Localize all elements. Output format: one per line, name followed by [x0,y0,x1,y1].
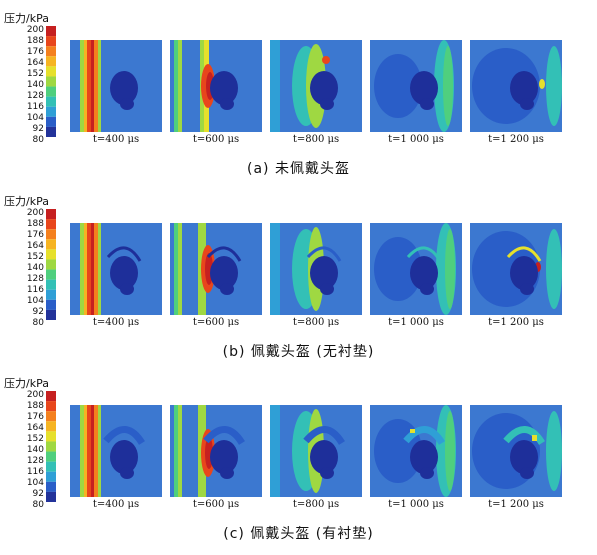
scale-tick: 188 [26,401,44,411]
scale-title: 压力/kPa [4,195,49,208]
row-c: 压力/kPa 200 188 176 164 152 140 128 116 1… [0,375,597,555]
scale-tick: 92 [32,489,44,499]
scale-tick: 152 [26,434,44,444]
scale-tick: 80 [32,500,44,510]
scale-tick: 128 [26,91,44,101]
sim-panel-1000 [370,405,462,497]
scale-tick: 104 [26,478,44,488]
row-b: 压力/kPa 200 188 176 164 152 140 128 116 1… [0,193,597,373]
scale-tick: 164 [26,58,44,68]
sim-panel-400 [70,405,162,497]
scale-tick: 80 [32,318,44,328]
time-label: t=1 000 μs [388,499,444,510]
row-a: 压力/kPa 200 188 176 164 152 140 128 116 1… [0,10,597,190]
pressure-colorbar [46,391,56,502]
scale-tick: 152 [26,69,44,79]
sim-panel-800 [270,223,362,315]
scale-tick: 176 [26,230,44,240]
time-label: t=400 μs [92,499,140,510]
row-caption: (c) 佩戴头盔 (有衬垫) [223,526,374,542]
scale-title: 压力/kPa [4,377,49,390]
time-label: t=1 200 μs [488,317,544,328]
scale-tick: 104 [26,113,44,123]
scale-tick: 200 [26,390,44,400]
sim-panel-600 [170,405,262,497]
scale-tick: 116 [26,467,44,477]
sim-panel-1000 [370,40,462,132]
sim-panel-1200 [470,40,562,132]
row-caption: (b) 佩戴头盔 (无衬垫) [222,344,375,360]
sim-panel-800 [270,405,362,497]
sim-panel-800 [270,40,362,132]
scale-tick: 140 [26,80,44,90]
time-label: t=1 000 μs [388,134,444,145]
scale-tick: 200 [26,208,44,218]
scale-tick: 128 [26,274,44,284]
pressure-colorbar [46,209,56,320]
scale-tick: 104 [26,296,44,306]
sim-panel-1000 [370,223,462,315]
sim-panel-1200 [470,223,562,315]
scale-tick: 80 [32,135,44,145]
time-label: t=1 200 μs [488,499,544,510]
sim-panel-1200 [470,405,562,497]
time-label: t=600 μs [192,317,240,328]
scale-title: 压力/kPa [4,12,49,25]
scale-tick: 188 [26,219,44,229]
time-label: t=800 μs [292,317,340,328]
time-label: t=1 200 μs [488,134,544,145]
scale-tick: 92 [32,124,44,134]
pressure-colorbar [46,26,56,137]
scale-tick: 176 [26,412,44,422]
scale-tick: 116 [26,285,44,295]
time-label: t=800 μs [292,499,340,510]
scale-tick: 116 [26,102,44,112]
scale-tick: 200 [26,25,44,35]
scale-tick: 188 [26,36,44,46]
scale-tick: 164 [26,423,44,433]
scale-tick: 128 [26,456,44,466]
time-label: t=600 μs [192,134,240,145]
scale-tick: 176 [26,47,44,57]
row-caption: (a) 未佩戴头盔 [247,161,350,177]
time-label: t=800 μs [292,134,340,145]
time-label: t=400 μs [92,134,140,145]
scale-tick: 92 [32,307,44,317]
scale-tick: 164 [26,241,44,251]
scale-tick: 152 [26,252,44,262]
sim-panel-600 [170,40,262,132]
scale-tick: 140 [26,445,44,455]
time-label: t=1 000 μs [388,317,444,328]
sim-panel-600 [170,223,262,315]
time-label: t=400 μs [92,317,140,328]
time-label: t=600 μs [192,499,240,510]
sim-panel-400 [70,223,162,315]
sim-panel-400 [70,40,162,132]
scale-tick: 140 [26,263,44,273]
